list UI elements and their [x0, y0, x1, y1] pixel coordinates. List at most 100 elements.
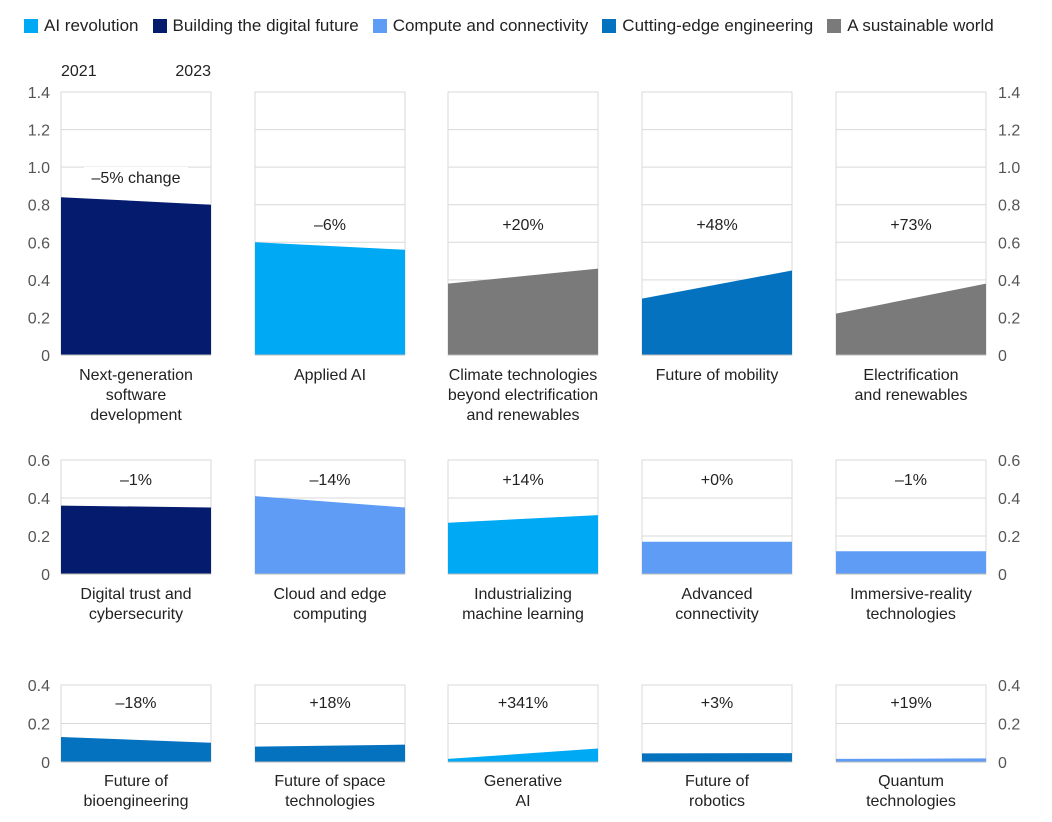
y-tick-label-right: 0.4 — [998, 273, 1020, 290]
panel-label: Quantum — [878, 773, 944, 790]
area-series — [836, 758, 986, 762]
panel-label: Applied AI — [294, 367, 366, 384]
y-tick-label-right: 0.4 — [998, 491, 1020, 508]
change-label: –1% — [895, 472, 927, 489]
panel-label: robotics — [689, 793, 745, 810]
area-series — [61, 736, 211, 762]
year-label-end: 2023 — [175, 63, 211, 80]
area-series — [255, 496, 405, 574]
panel-label: technologies — [866, 606, 956, 623]
panel-label: Immersive-reality — [850, 586, 972, 603]
y-tick-label-left: 1.2 — [28, 123, 50, 140]
panel-label: technologies — [285, 793, 375, 810]
panel-label: Future of space — [274, 773, 385, 790]
panel-label: Digital trust and — [80, 586, 191, 603]
y-tick-label-right: 0.6 — [998, 235, 1020, 252]
change-label: +341% — [498, 695, 548, 712]
panel-label: Cloud and edge — [274, 586, 387, 603]
panel-label: Generative — [484, 773, 562, 790]
y-tick-label-left: 0.6 — [28, 235, 50, 252]
change-label: –1% — [120, 472, 152, 489]
change-label-background — [886, 214, 936, 234]
y-tick-label-left: 0.2 — [28, 310, 50, 327]
change-label-background — [309, 214, 351, 234]
legend-item: Cutting-edge engineering — [602, 16, 813, 36]
area-series — [836, 283, 986, 355]
legend-swatch — [602, 19, 617, 33]
change-label-background — [305, 469, 355, 489]
change-label: +14% — [502, 472, 543, 489]
panel-label: development — [90, 407, 182, 424]
change-label: +73% — [890, 217, 931, 234]
y-tick-label-right: 0 — [998, 567, 1007, 584]
y-tick-label-left: 0.8 — [28, 198, 50, 215]
y-tick-label-right: 1.0 — [998, 160, 1020, 177]
y-tick-label-left: 0.2 — [28, 529, 50, 546]
y-tick-label-right: 1.2 — [998, 123, 1020, 140]
panel-label: technologies — [866, 793, 956, 810]
legend: AI revolution Building the digital future… — [24, 14, 994, 38]
panel-label: connectivity — [675, 606, 759, 623]
change-label: +19% — [890, 695, 931, 712]
change-label: –18% — [116, 695, 157, 712]
panel-label: cybersecurity — [89, 606, 183, 623]
y-tick-label-left: 0.4 — [28, 678, 50, 695]
legend-item: AI revolution — [24, 16, 139, 36]
area-series — [61, 505, 211, 574]
y-tick-label-right: 0.8 — [998, 198, 1020, 215]
panel-label: Future of — [685, 773, 750, 790]
panel-label: machine learning — [462, 606, 584, 623]
y-tick-label-right: 0.2 — [998, 717, 1020, 734]
legend-item: Building the digital future — [152, 16, 359, 36]
y-tick-label-right: 0 — [998, 755, 1007, 772]
change-label: +3% — [701, 695, 733, 712]
change-label: –6% — [314, 217, 346, 234]
change-label: +20% — [502, 217, 543, 234]
panel-label: Industrializing — [474, 586, 572, 603]
panel-label: and renewables — [855, 387, 968, 404]
panel-label: computing — [293, 606, 367, 623]
panel-label: and renewables — [467, 407, 580, 424]
legend-label: Building the digital future — [172, 16, 359, 35]
y-tick-label-left: 0 — [41, 567, 50, 584]
panel-label: Climate technologies — [449, 367, 598, 384]
area-series — [448, 515, 598, 574]
legend-label: Compute and connectivity — [392, 16, 589, 35]
change-label-background — [115, 469, 157, 489]
legend-swatch — [827, 19, 842, 33]
change-label-background — [498, 469, 548, 489]
change-label-background — [692, 214, 742, 234]
panel-label: software — [106, 387, 167, 404]
change-label: –14% — [310, 472, 351, 489]
year-label-start: 2021 — [61, 63, 97, 80]
y-tick-label-left: 0 — [41, 348, 50, 365]
y-tick-label-right: 0 — [998, 348, 1007, 365]
legend-swatch — [24, 19, 38, 33]
area-series — [642, 270, 792, 355]
area-series — [61, 197, 211, 355]
change-label: –5% change — [92, 170, 181, 187]
change-label-background — [696, 469, 738, 489]
panel-label: Advanced — [681, 586, 752, 603]
y-tick-label-right: 0.6 — [998, 453, 1020, 470]
panel-label: Electrification — [863, 367, 958, 384]
change-label-background — [84, 167, 188, 187]
area-series — [642, 753, 792, 762]
legend-swatch — [372, 19, 387, 33]
y-tick-label-left: 0.2 — [28, 717, 50, 734]
change-label-background — [498, 214, 548, 234]
area-series — [448, 748, 598, 762]
panel-label: Future of — [104, 773, 169, 790]
legend-label: A sustainable world — [847, 16, 994, 35]
panel-label: Future of mobility — [656, 367, 779, 384]
area-series — [836, 551, 986, 574]
y-tick-label-left: 1.4 — [28, 85, 50, 102]
y-tick-label-right: 0.2 — [998, 529, 1020, 546]
panel-label: beyond electrification — [448, 387, 598, 404]
y-tick-label-left: 0 — [41, 755, 50, 772]
change-label: +18% — [309, 695, 350, 712]
legend-item: A sustainable world — [827, 16, 994, 36]
legend-label: AI revolution — [44, 16, 139, 35]
change-label-background — [886, 692, 936, 712]
